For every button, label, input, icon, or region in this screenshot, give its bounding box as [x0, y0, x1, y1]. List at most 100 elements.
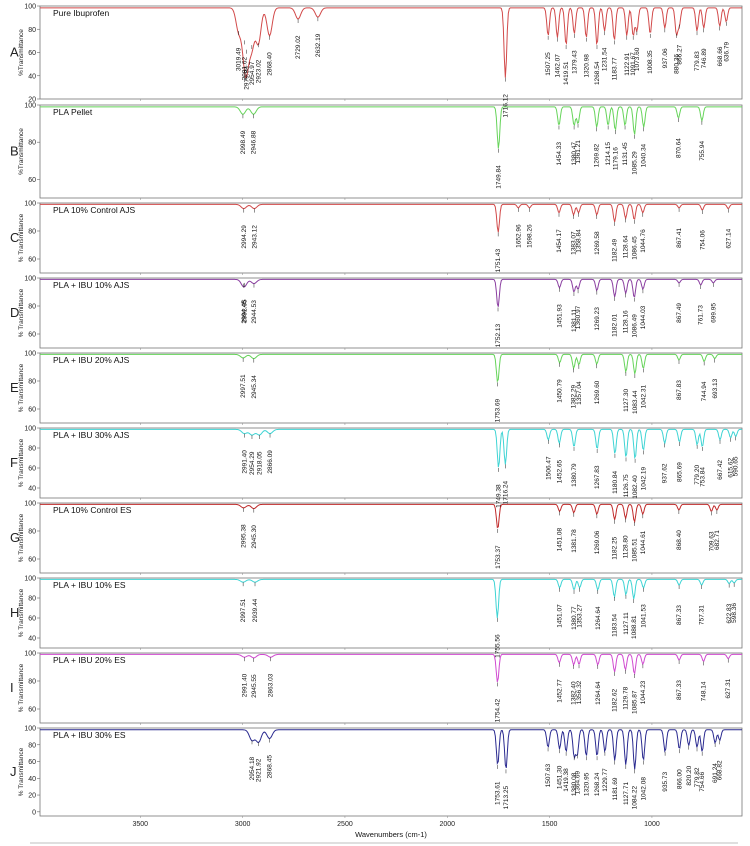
y-axis-label: % Transmittance	[18, 213, 25, 262]
panel-C: C% Transmittance 100 80 60 PLA 10% Control A…	[10, 201, 743, 275]
peak-label: 867.49	[676, 303, 683, 323]
peak-label: 1268.54	[594, 61, 601, 85]
peak-label: 1127.71	[623, 782, 630, 805]
peak-label: 2923.02	[255, 59, 262, 83]
panel-letter: D	[10, 305, 19, 320]
spectrum-line	[40, 578, 742, 618]
peak-label: 2997.51	[240, 598, 247, 622]
y-axis-label: % Transmittance	[18, 363, 25, 412]
peak-label: 867.33	[676, 605, 683, 625]
peak-label: 1044.03	[640, 305, 647, 329]
y-tick-label: 60	[28, 407, 36, 414]
peak-label: 1382.40	[571, 681, 578, 705]
peak-label: 1381.11	[571, 309, 578, 332]
panel-letter: B	[10, 144, 19, 159]
peak-label: 1042.19	[640, 467, 647, 491]
y-tick-label: 40	[28, 73, 36, 80]
peak-label: 1716.12	[502, 94, 509, 118]
peak-label: 1182.62	[612, 689, 619, 712]
peak-label: 1085.51	[631, 538, 638, 562]
peak-label: 1454.17	[556, 229, 563, 253]
peak-label: 870.64	[675, 138, 682, 158]
panel-frame	[39, 577, 743, 649]
y-axis-label: % Transmittance	[18, 588, 25, 637]
peak-label: 1122.91	[624, 52, 631, 75]
peak-label: 2939.44	[252, 598, 259, 622]
peak-label: 754.66	[699, 771, 706, 791]
panel-title: PLA + IBU 20% ES	[53, 655, 126, 665]
y-tick-label: 80	[28, 27, 36, 34]
peak-label: 1183.54	[611, 614, 618, 637]
peak-label: 1506.47	[545, 456, 552, 480]
y-tick-label: 60	[28, 466, 36, 473]
peak-label: 691.24	[712, 763, 719, 783]
peak-label: 1088.81	[631, 615, 638, 639]
spectrum-line	[40, 503, 742, 529]
peak-label: 668.66	[717, 46, 724, 66]
peak-label: 2632.19	[315, 33, 322, 57]
peak-label: 1183.77	[611, 57, 618, 80]
x-tick-label: 2500	[337, 821, 353, 828]
peak-label: 1753.69	[495, 399, 502, 423]
peak-label: 1419.38	[563, 768, 570, 792]
peak-label: 2943.12	[251, 225, 258, 249]
peak-label: 1085.29	[631, 151, 638, 175]
panel-G: G% Transmittance 100 80 60 PLA 10% Control E…	[10, 501, 743, 575]
peak-label: 1127.11	[623, 612, 630, 635]
panel-frame	[39, 277, 743, 349]
peak-label: 1754.42	[495, 699, 502, 723]
spectrum-line	[40, 203, 742, 233]
y-tick-label: 0	[32, 809, 36, 816]
peak-label: 1380.79	[571, 463, 578, 487]
peak-label: 937.06	[662, 48, 669, 68]
y-tick-label: 100	[24, 651, 36, 658]
panel-letter: G	[10, 530, 20, 545]
peak-label: 2979.98	[244, 66, 251, 90]
peak-label: 880.36	[673, 54, 680, 74]
peak-label: 1086.45	[631, 236, 638, 260]
panel-title: Pure Ibuprofen	[53, 8, 110, 18]
peak-label: 1044.76	[640, 229, 647, 253]
peak-label: 1044.23	[640, 680, 647, 704]
peak-label: 1364.69	[574, 771, 581, 795]
peak-label: 1040.34	[641, 143, 648, 167]
peak-label: 1127.30	[623, 389, 630, 412]
peak-label: 820.20	[686, 765, 693, 785]
peak-label: 867.83	[676, 380, 683, 400]
peak-label: 1507.63	[545, 763, 552, 787]
peak-label: 668.82	[717, 760, 724, 780]
peak-label: 1073.60	[634, 47, 641, 71]
peak-label: 1269.06	[594, 530, 601, 554]
peak-label: 1755.56	[494, 634, 501, 658]
y-tick-label: 60	[28, 557, 36, 564]
peak-label: 753.84	[699, 467, 706, 487]
peak-label: 1008.35	[647, 50, 654, 74]
peak-label: 1380.77	[571, 606, 578, 630]
peak-label: 1264.64	[595, 681, 602, 705]
y-tick-label: 80	[28, 379, 36, 386]
y-tick-label: 80	[28, 229, 36, 236]
peak-label: 2921.92	[256, 758, 263, 782]
peak-label: 615.62	[728, 458, 735, 478]
peak-label: 1181.69	[612, 777, 619, 800]
peak-label: 748.14	[700, 681, 707, 701]
peak-label: 1753.61	[495, 781, 502, 805]
peak-label: 1128.16	[623, 310, 630, 333]
peak-label: 866.00	[676, 769, 683, 789]
peak-label: 2945.34	[251, 375, 258, 399]
peak-label: 1451.30	[557, 765, 564, 789]
panel-letter: E	[10, 380, 19, 395]
y-axis-label: % Transmittance	[18, 663, 25, 712]
peak-label: 1360.97	[575, 305, 582, 329]
y-tick-label: 80	[28, 140, 36, 147]
panel-D: D% Transmittance 100 80 60 PLA + IBU 10% AJS…	[10, 276, 743, 350]
panel-J: J% Transmittance 100 80 60 40 20 0 PLA + IBU 30…	[10, 726, 743, 818]
panel-frame	[39, 202, 743, 274]
peak-label: 2991.40	[241, 673, 248, 697]
panel-letter: I	[10, 680, 14, 695]
peak-label: 1269.60	[594, 380, 601, 404]
peak-label: 1381.78	[571, 529, 578, 553]
peak-label: 937.62	[662, 463, 669, 483]
peak-label: 627.31	[725, 678, 732, 698]
peak-label: 779.20	[694, 465, 701, 485]
